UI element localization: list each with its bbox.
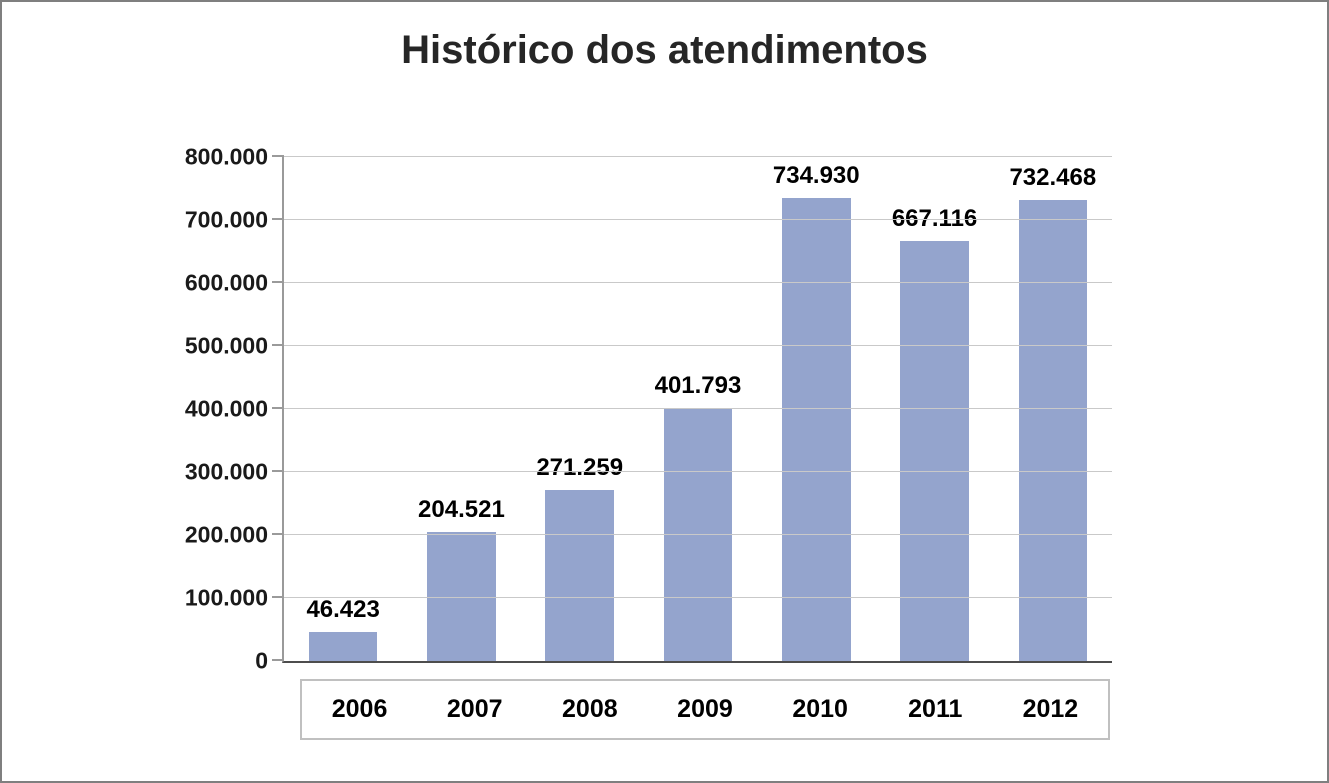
bar-value-label: 271.259: [536, 454, 624, 482]
plot-area: 46.423 204.521 271.259 401.793 734.930 667.11…: [272, 155, 1112, 663]
category-label-2006: 2006: [331, 695, 388, 723]
bar-2011: [900, 240, 969, 661]
gridline: [284, 471, 1112, 472]
bars-group: 46.423 204.521 271.259 401.793 734.930 667.11…: [284, 157, 1112, 661]
y-tick-mark: [272, 218, 284, 220]
y-tick-mark: [272, 470, 284, 472]
bar-2012: [1018, 199, 1088, 661]
bar-2007: [427, 532, 496, 661]
gridline: [284, 219, 1112, 220]
y-axis-tick-label: 0: [255, 647, 268, 674]
category-label-2012: 2012: [1022, 695, 1079, 723]
x-axis-category-box: 2006 2007 2008 2009 2010 2011 2012: [300, 679, 1110, 740]
y-axis-tick-label: 800.000: [184, 143, 268, 170]
y-tick-mark: [272, 344, 284, 346]
bar-value-label: 46.423: [306, 595, 380, 623]
bar-value-label: 667.116: [891, 204, 978, 232]
category-label-2010: 2010: [792, 695, 848, 723]
y-tick-mark: [272, 533, 284, 535]
bar-group-2012: 732.468: [994, 157, 1112, 661]
bar-group-2008: 271.259: [521, 157, 639, 661]
bar-2006: [308, 631, 378, 661]
gridline: [284, 534, 1112, 535]
bar-2010: [781, 198, 851, 661]
y-axis-tick-label: 600.000: [184, 269, 268, 296]
gridline: [284, 408, 1112, 409]
category-label-2008: 2008: [562, 695, 618, 723]
y-tick-mark: [272, 407, 284, 409]
gridline: [284, 597, 1112, 598]
y-tick-mark: [272, 596, 284, 598]
category-label-2007: 2007: [446, 695, 503, 723]
y-axis-tick-label: 200.000: [184, 521, 268, 548]
bar-value-label: 732.468: [1009, 163, 1097, 191]
category-label-2009: 2009: [677, 695, 733, 723]
bar-group-2010: 734.930: [757, 157, 875, 661]
y-axis-tick-label: 500.000: [184, 332, 268, 359]
y-axis-tick-label: 700.000: [184, 206, 268, 233]
category-label-2011: 2011: [908, 695, 963, 723]
bar-group-2011: 667.116: [875, 157, 993, 661]
gridline: [284, 156, 1112, 157]
chart-title: Histórico dos atendimentos: [401, 28, 928, 72]
gridline: [284, 345, 1112, 346]
y-axis-tick-label: 300.000: [184, 458, 268, 485]
bar-value-label: 734.930: [772, 162, 860, 189]
bar-group-2009: 401.793: [639, 157, 757, 661]
y-tick-mark: [272, 155, 284, 157]
bar-group-2007: 204.521: [402, 157, 520, 661]
bar-value-label: 401.793: [654, 371, 742, 399]
bar-value-label: 204.521: [418, 496, 505, 524]
bar-group-2006: 46.423: [284, 157, 402, 661]
y-tick-mark: [272, 659, 284, 661]
y-axis-labels: 0 100.000 200.000 300.000 400.000 500.000 600.…: [92, 145, 268, 672]
y-axis-tick-label: 100.000: [184, 584, 268, 611]
bar-2008: [545, 490, 614, 661]
y-axis-tick-label: 400.000: [184, 395, 268, 422]
y-tick-mark: [272, 281, 284, 283]
gridline: [284, 282, 1112, 283]
